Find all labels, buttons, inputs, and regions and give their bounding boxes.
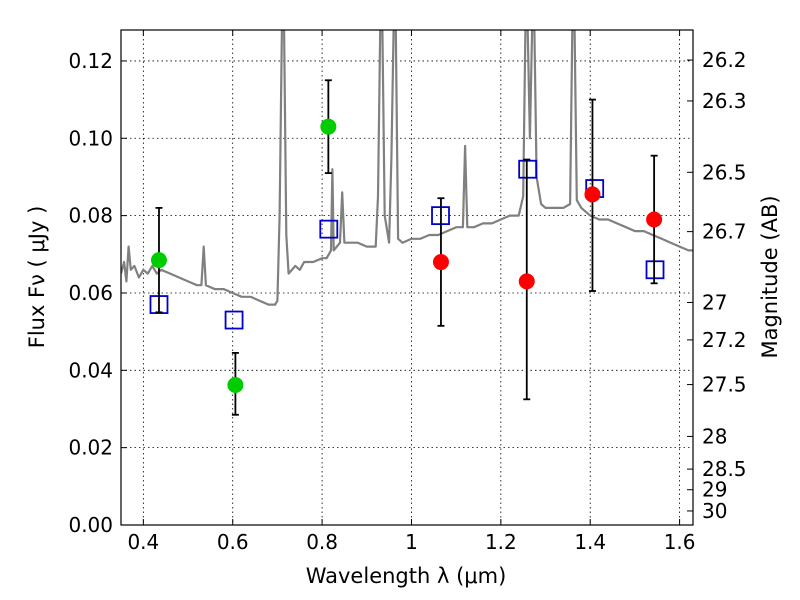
mag-tick-label: 26.7 xyxy=(702,220,747,244)
mag-tick-label: 28.5 xyxy=(702,457,747,481)
y-tick-label: 0.00 xyxy=(68,513,113,537)
x-tick-label: 1.4 xyxy=(574,530,606,554)
x-tick-label: 1.2 xyxy=(485,530,517,554)
observed-flux-point xyxy=(584,186,601,203)
x-tick-label: 0.4 xyxy=(127,530,159,554)
mag-tick-label: 27.5 xyxy=(702,373,747,397)
mag-tick-label: 28 xyxy=(702,424,727,448)
tick-layer: 0.4 0.6 0.8 1 1.2 1.4 1.6 0.00 0.02 0.04 0.06 0.08 0… xyxy=(68,30,747,554)
y-tick-label: 0.12 xyxy=(68,49,113,73)
mag-tick-label: 30 xyxy=(702,499,727,523)
mag-tick-label: 27 xyxy=(702,290,727,314)
mag-tick-label: 26.2 xyxy=(702,48,747,72)
data-layer xyxy=(121,30,693,416)
x-tick-label: 1.6 xyxy=(664,530,696,554)
right-y-axis-label: Magnitude (AB) xyxy=(758,195,782,358)
observed-flux-point xyxy=(227,377,244,394)
model-spectrum-line xyxy=(121,30,693,306)
x-tick-label: 0.6 xyxy=(217,530,249,554)
mag-tick-label: 26.5 xyxy=(702,160,747,184)
observed-flux-point xyxy=(150,252,167,269)
grid-layer xyxy=(121,30,693,525)
y-tick-label: 0.10 xyxy=(68,126,113,150)
model-flux-square xyxy=(319,219,339,239)
x-tick-label: 0.8 xyxy=(306,530,338,554)
x-axis-label: Wavelength λ (μm) xyxy=(306,564,507,588)
mag-tick-label: 29 xyxy=(702,478,727,502)
y-tick-label: 0.04 xyxy=(68,358,113,382)
observed-flux-point xyxy=(432,254,449,271)
observed-flux-point xyxy=(646,211,663,228)
model-flux-square xyxy=(224,310,244,330)
mag-tick-label: 27.2 xyxy=(702,328,747,352)
observed-flux-point xyxy=(320,118,337,135)
observed-flux-point xyxy=(518,273,535,290)
y-axis-label: Flux Fν ( μJy ) xyxy=(25,206,49,349)
x-tick-label: 1 xyxy=(405,530,418,554)
y-tick-label: 0.02 xyxy=(68,436,113,460)
y-tick-label: 0.08 xyxy=(68,204,113,228)
mag-tick-label: 26.3 xyxy=(702,89,747,113)
plot-frame xyxy=(120,29,694,526)
y-tick-label: 0.06 xyxy=(68,281,113,305)
